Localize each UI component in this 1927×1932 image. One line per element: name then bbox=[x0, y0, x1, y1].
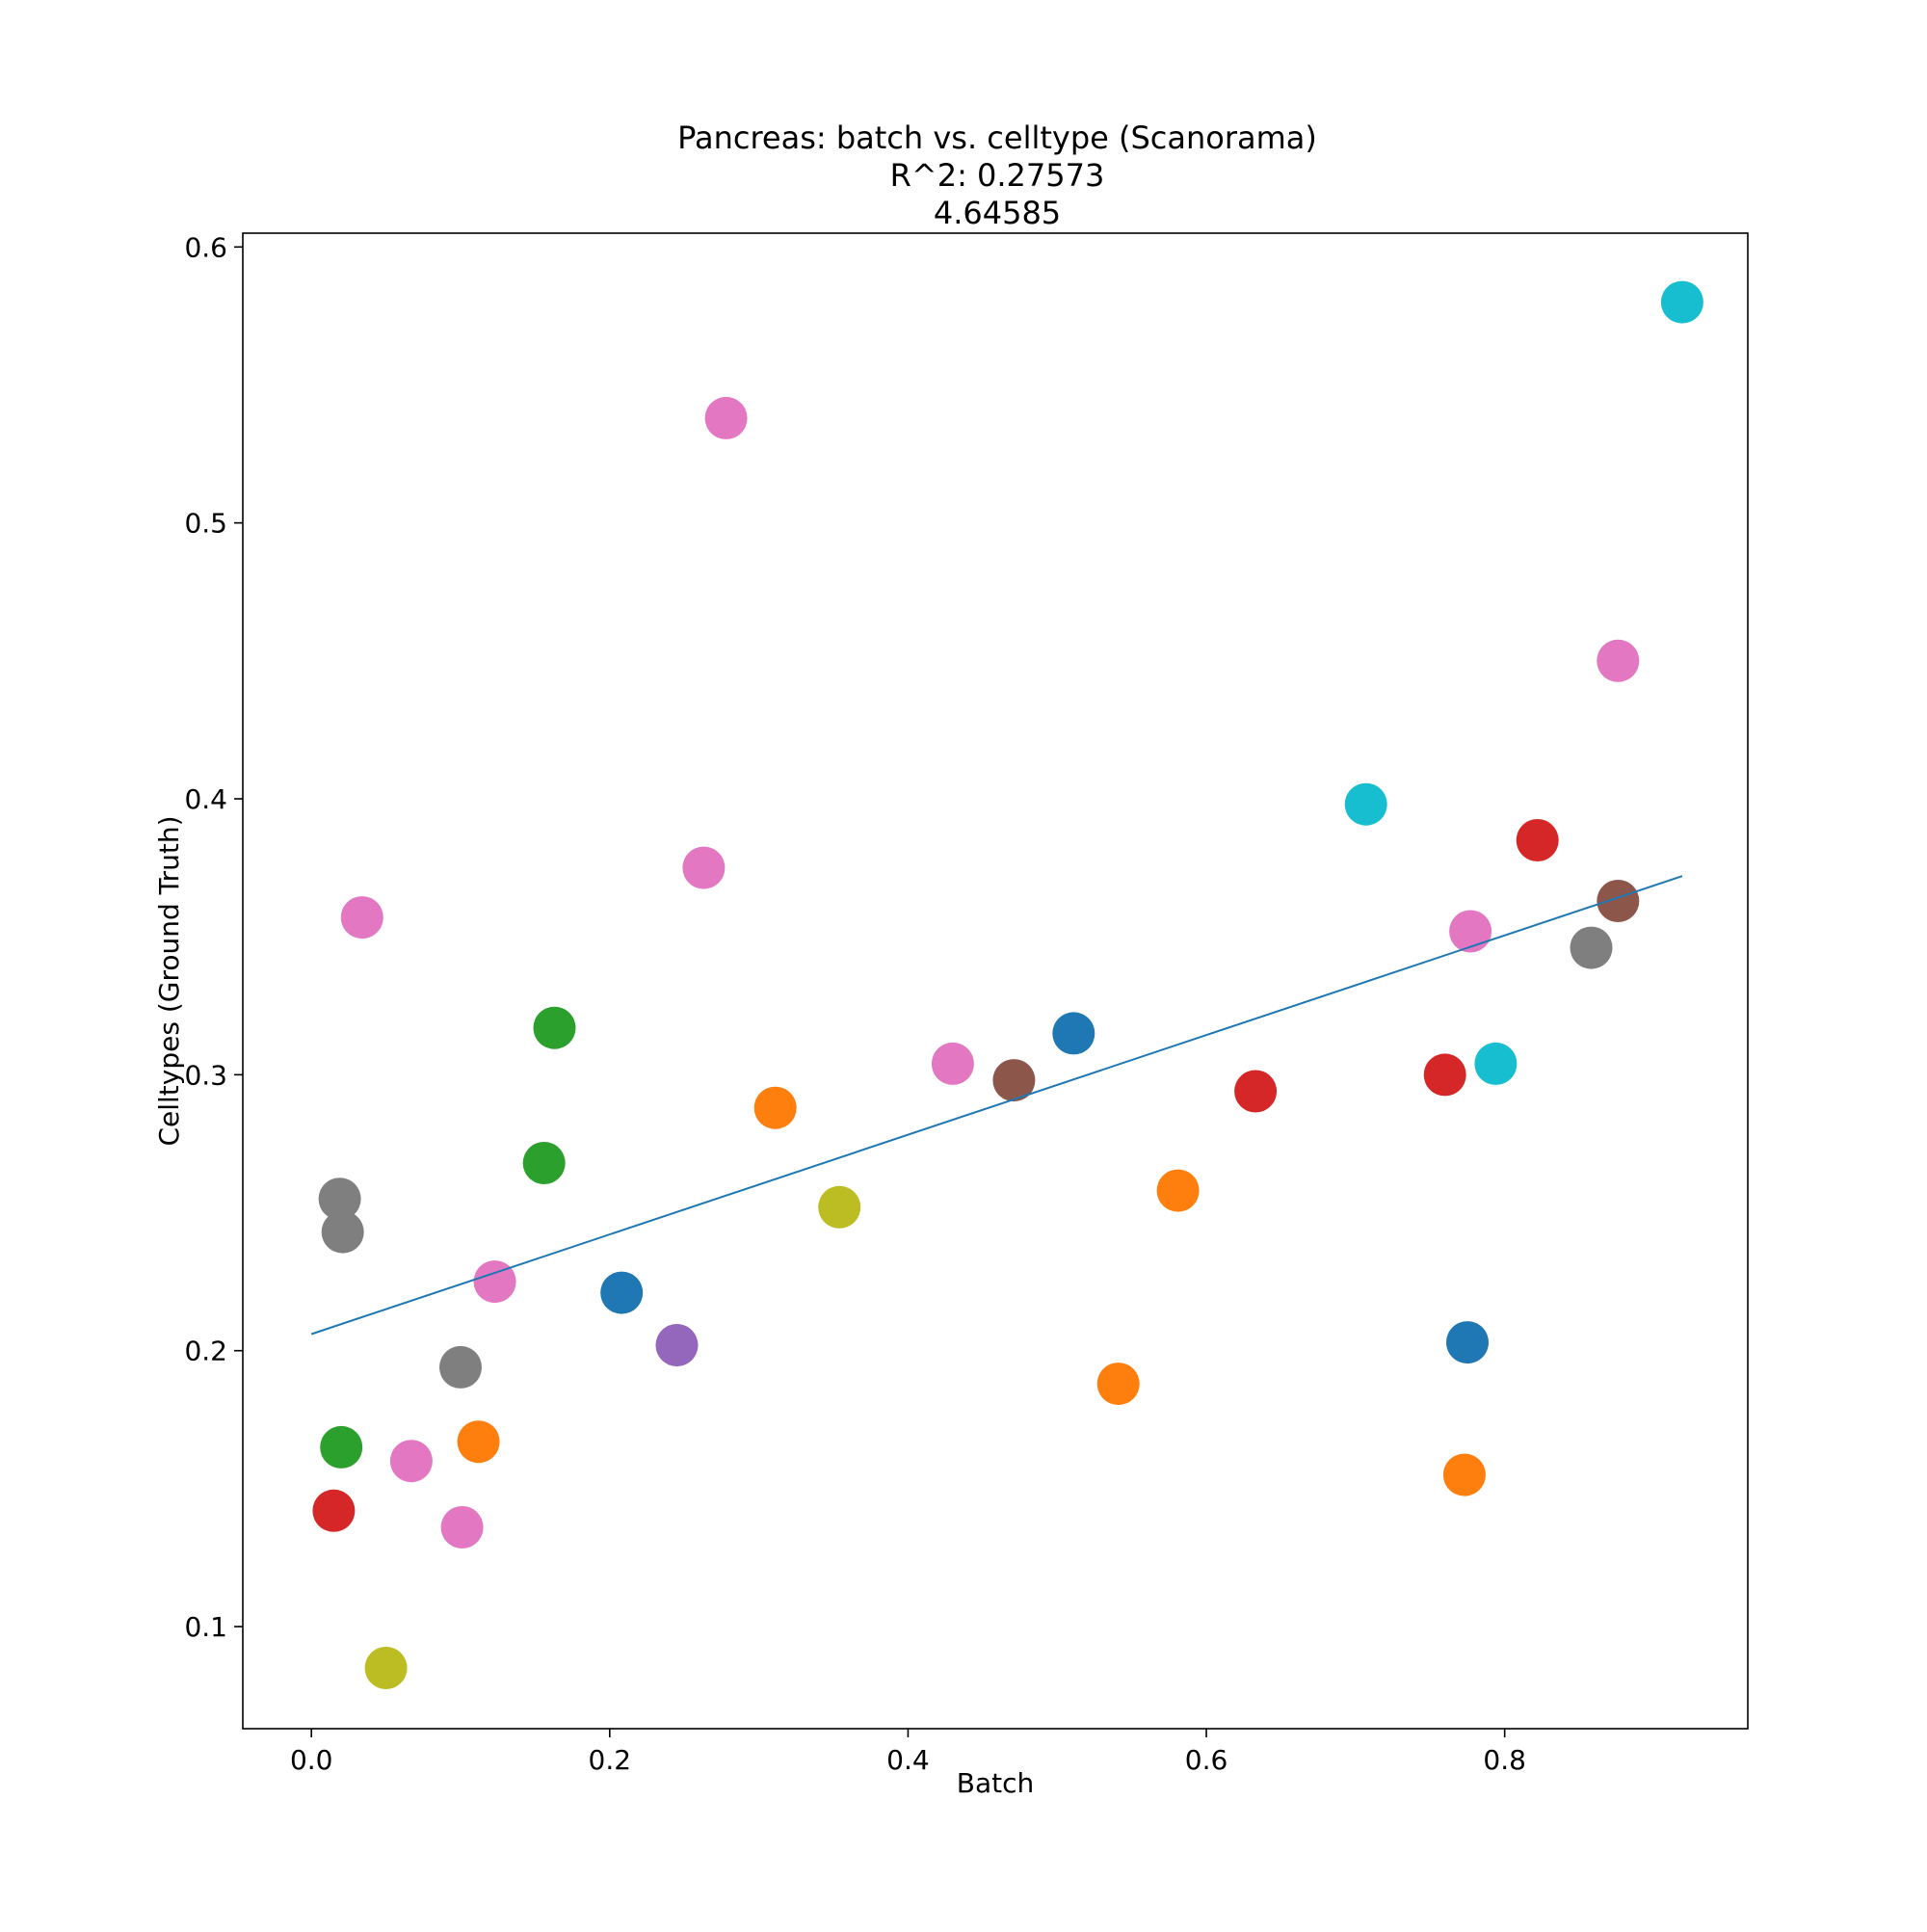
data-point-33 bbox=[1442, 1453, 1486, 1496]
data-point-31 bbox=[320, 1425, 363, 1469]
data-point-24 bbox=[473, 1260, 516, 1304]
x-axis-ticks: 0.0 0.2 0.4 0.6 0.8 bbox=[290, 1729, 1526, 1776]
chart-title: Pancreas: batch vs. celltype (Scanorama)… bbox=[677, 119, 1317, 231]
x-tick-label: 0.0 bbox=[290, 1744, 333, 1776]
data-point-12 bbox=[1052, 1012, 1095, 1055]
y-axis-label: Celltypes (Ground Truth) bbox=[153, 815, 185, 1146]
data-point-29 bbox=[1096, 1363, 1140, 1406]
data-point-26 bbox=[1446, 1321, 1489, 1364]
data-point-32 bbox=[389, 1440, 433, 1483]
data-point-22 bbox=[818, 1185, 861, 1229]
data-point-8 bbox=[340, 896, 383, 940]
data-point-13 bbox=[931, 1042, 974, 1085]
x-tick-label: 0.2 bbox=[589, 1744, 632, 1776]
y-tick-label: 0.5 bbox=[184, 508, 227, 540]
data-point-16 bbox=[992, 1059, 1036, 1102]
title-line-2: R^2: 0.27573 bbox=[890, 157, 1105, 194]
data-point-6 bbox=[682, 846, 726, 889]
data-point-10 bbox=[1570, 926, 1613, 969]
regression-line bbox=[310, 875, 1683, 1336]
data-point-11 bbox=[533, 1006, 576, 1049]
x-tick-label: 0.8 bbox=[1483, 1744, 1526, 1776]
y-tick-label: 0.6 bbox=[184, 231, 227, 263]
data-point-14 bbox=[1474, 1042, 1518, 1085]
data-point-17 bbox=[1234, 1070, 1278, 1113]
data-point-23 bbox=[321, 1210, 364, 1254]
data-points bbox=[312, 280, 1703, 1689]
data-point-18 bbox=[753, 1086, 797, 1129]
plot-area bbox=[310, 280, 1703, 1689]
data-point-30 bbox=[457, 1420, 500, 1464]
y-tick-label: 0.2 bbox=[184, 1336, 227, 1367]
y-axis-ticks: 0.1 0.2 0.3 0.4 0.5 0.6 bbox=[184, 231, 243, 1643]
data-point-4 bbox=[1344, 782, 1387, 826]
data-point-7 bbox=[1597, 880, 1640, 922]
data-point-3 bbox=[1597, 639, 1640, 682]
data-point-35 bbox=[440, 1506, 484, 1548]
y-tick-label: 0.3 bbox=[184, 1059, 227, 1091]
data-point-5 bbox=[1516, 819, 1559, 861]
title-line-1: Pancreas: batch vs. celltype (Scanorama) bbox=[677, 119, 1317, 156]
data-point-34 bbox=[312, 1489, 356, 1532]
x-axis-label: Batch bbox=[957, 1767, 1035, 1799]
data-point-21 bbox=[318, 1178, 361, 1221]
data-point-9 bbox=[1449, 910, 1492, 953]
data-point-20 bbox=[1156, 1169, 1200, 1212]
data-point-28 bbox=[439, 1345, 482, 1389]
data-point-27 bbox=[655, 1324, 699, 1366]
data-point-25 bbox=[600, 1271, 644, 1314]
x-tick-label: 0.4 bbox=[886, 1744, 930, 1776]
title-line-3: 4.64585 bbox=[934, 195, 1061, 231]
x-tick-label: 0.6 bbox=[1185, 1744, 1228, 1776]
data-point-19 bbox=[522, 1142, 566, 1184]
y-tick-label: 0.4 bbox=[184, 783, 227, 815]
data-point-1 bbox=[1660, 280, 1703, 324]
y-tick-label: 0.1 bbox=[184, 1611, 227, 1643]
data-point-2 bbox=[704, 396, 748, 439]
data-point-15 bbox=[1423, 1053, 1466, 1097]
data-point-36 bbox=[364, 1647, 408, 1689]
plot-frame bbox=[242, 232, 1749, 1730]
